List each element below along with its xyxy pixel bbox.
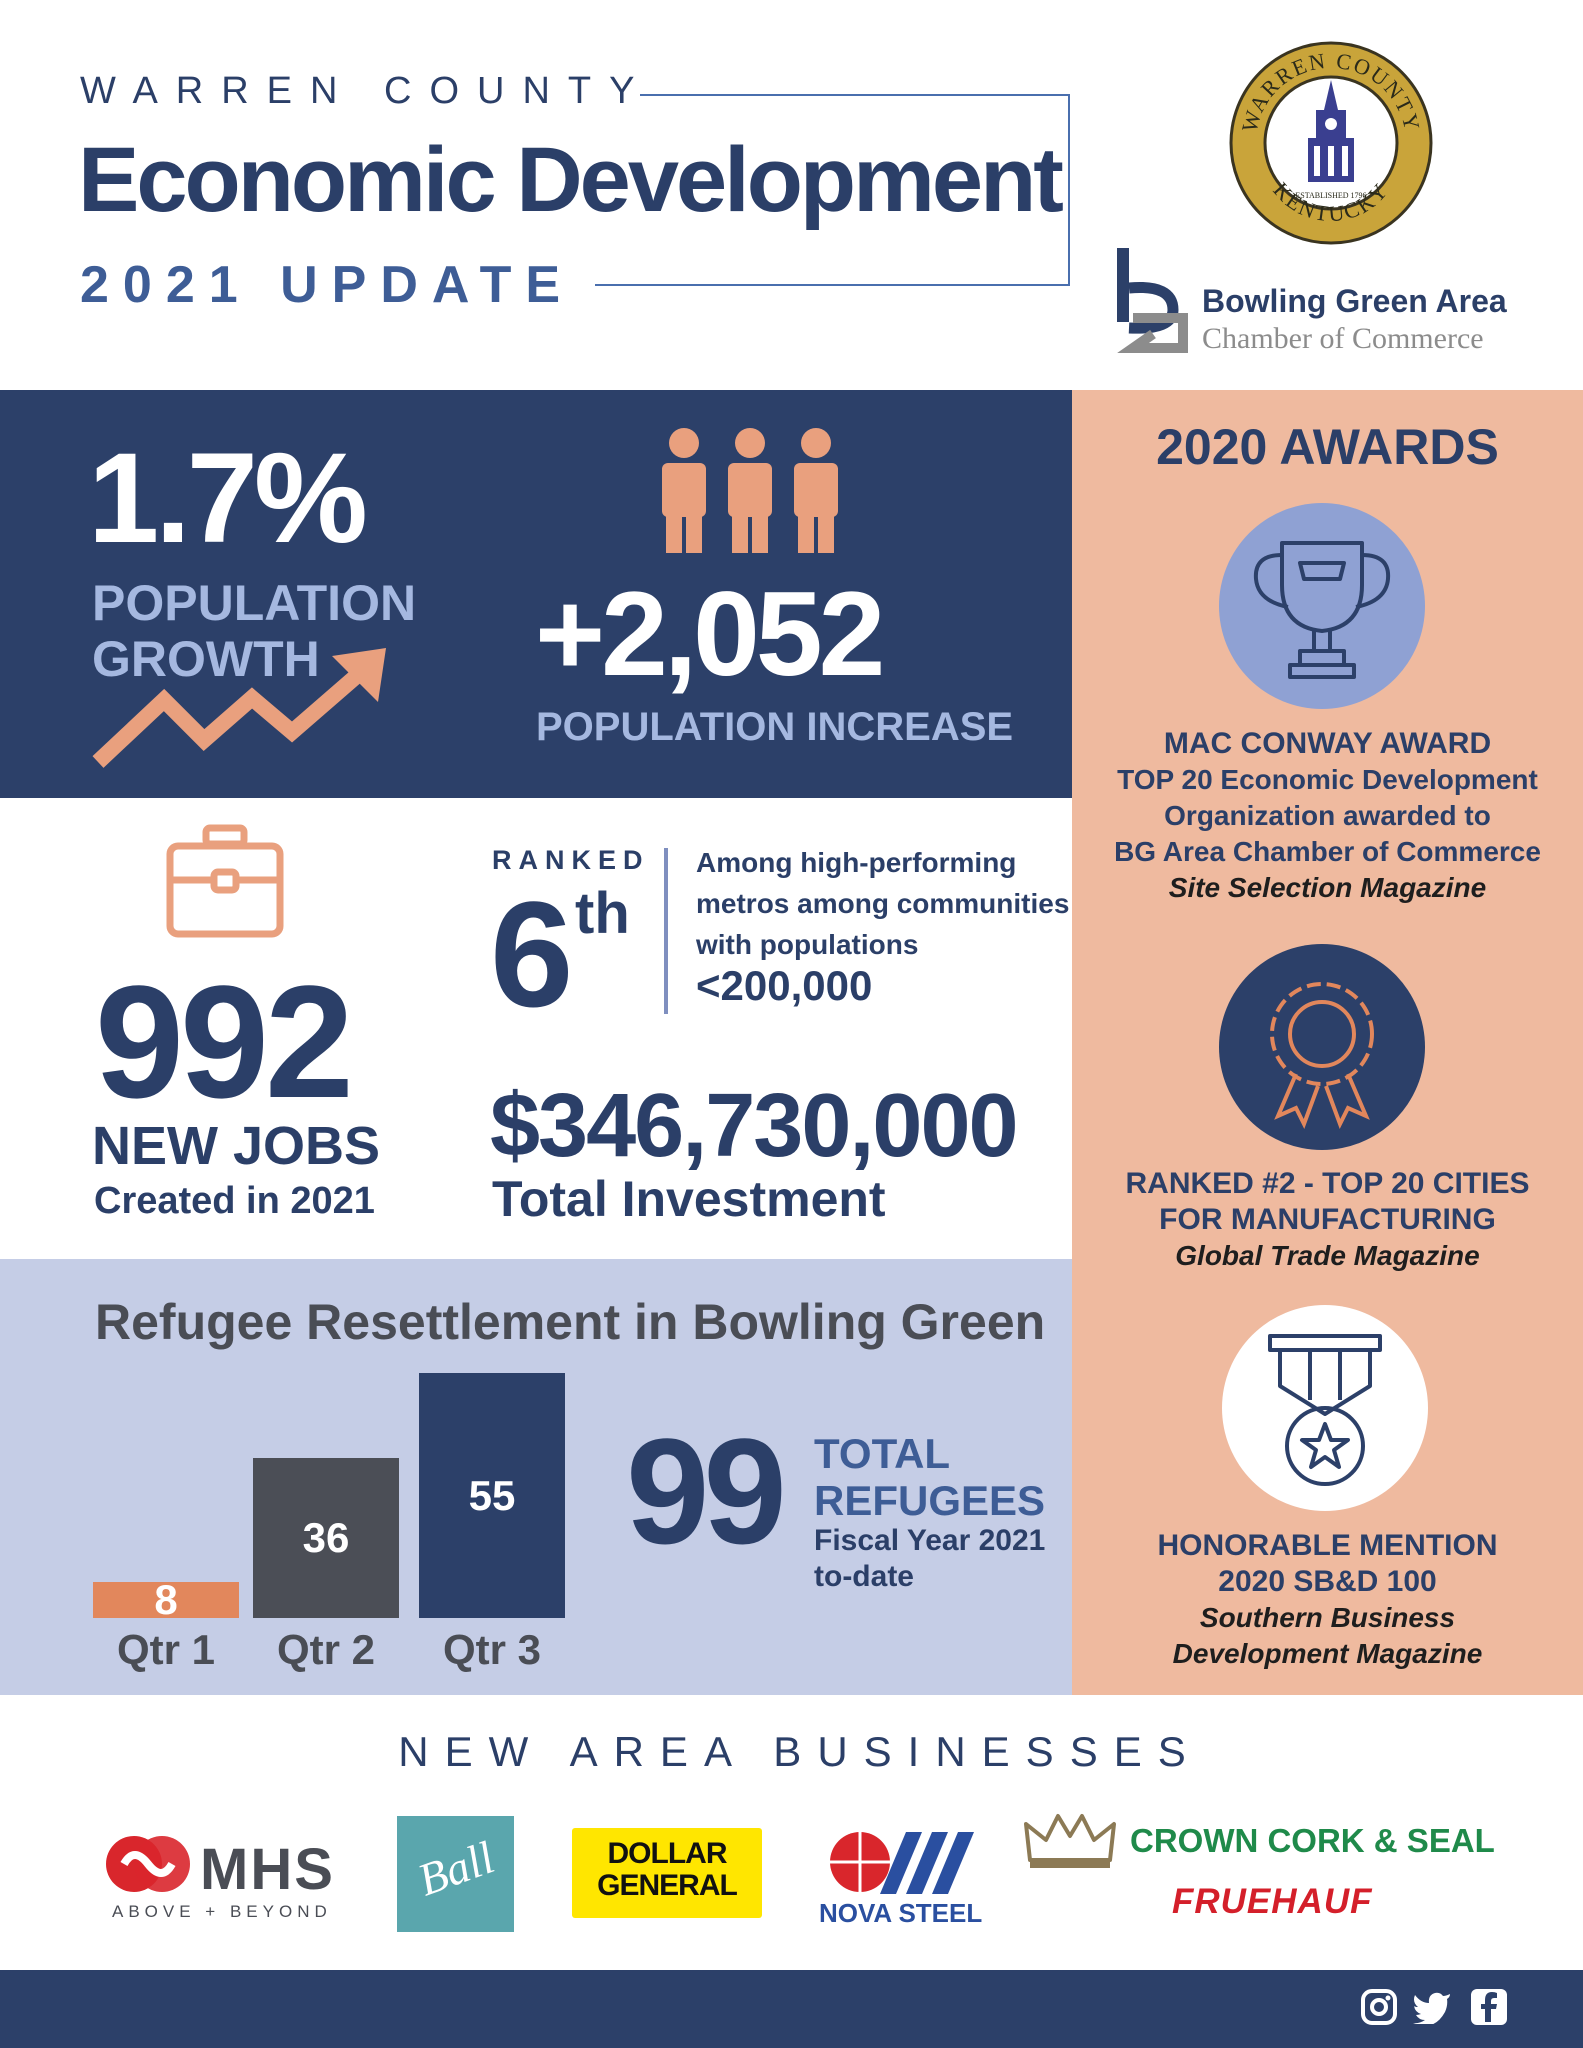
rank-suffix: th bbox=[575, 881, 630, 946]
rank-divider bbox=[664, 848, 668, 1014]
header-frame-line bbox=[640, 94, 1070, 96]
award-2-text: RANKED #2 - TOP 20 CITIES FOR MANUFACTUR… bbox=[1090, 1166, 1565, 1274]
total-refugees-value: 99 bbox=[626, 1407, 787, 1575]
chart-bar-1: 8 bbox=[93, 1576, 239, 1623]
award-1-text: MAC CONWAY AWARD TOP 20 Economic Develop… bbox=[1090, 726, 1565, 906]
seal-established-text: ESTABLISHED 1796 bbox=[1295, 191, 1366, 200]
population-increase-label: POPULATION INCREASE bbox=[536, 705, 1014, 749]
award-2-source: Global Trade Magazine bbox=[1175, 1240, 1480, 1271]
award-3-source: Southern Business bbox=[1199, 1602, 1456, 1633]
rank-population-threshold: <200,000 bbox=[696, 962, 873, 1009]
crown-cork-seal-logo-text: CROWN CORK & SEAL bbox=[1130, 1822, 1495, 1859]
award-3-title: HONORABLE MENTION bbox=[1157, 1529, 1498, 1562]
dg-line: DOLLAR bbox=[607, 1837, 728, 1870]
fiscal-line: to-date bbox=[814, 1560, 914, 1593]
rosette-icon bbox=[1270, 982, 1374, 1130]
population-growth-label: POPULATION GROWTH bbox=[92, 575, 417, 687]
new-jobs-sub: Created in 2021 bbox=[94, 1180, 375, 1222]
total-label-line: TOTAL bbox=[814, 1430, 951, 1477]
mhs-logo-text: MHS bbox=[200, 1837, 335, 1902]
chart-category-label: Qtr 3 bbox=[442, 1626, 542, 1673]
chart-bar-value-label: 55 bbox=[468, 1471, 516, 1519]
trophy-icon bbox=[1253, 541, 1391, 679]
refugee-title: Refugee Resettlement in Bowling Green bbox=[95, 1294, 1046, 1350]
twitter-icon[interactable] bbox=[1412, 1990, 1452, 2024]
award-circle bbox=[1219, 503, 1425, 709]
chart-category-label: Qtr 2 bbox=[276, 1626, 376, 1673]
chart-category-label: Qtr 1 bbox=[116, 1626, 216, 1673]
award-1-line: TOP 20 Economic Development bbox=[1117, 764, 1538, 795]
chart-bar-2: 36 bbox=[253, 1458, 399, 1618]
fiscal-line: Fiscal Year 2021 bbox=[814, 1524, 1046, 1557]
ranked-label: RANKED bbox=[492, 845, 650, 875]
dollar-general-logo bbox=[572, 1828, 762, 1918]
total-refugees-label: TOTAL REFUGEES bbox=[814, 1430, 1045, 1524]
award-2-line: FOR MANUFACTURING bbox=[1159, 1203, 1496, 1236]
dollar-general-logo-text: DOLLAR GENERAL bbox=[572, 1838, 762, 1902]
award-2-title: RANKED #2 - TOP 20 CITIES bbox=[1125, 1167, 1530, 1200]
chart-bar-value-label: 36 bbox=[302, 1514, 350, 1561]
header-frame-line bbox=[595, 284, 1070, 286]
trend-up-arrow-icon bbox=[92, 648, 386, 768]
award-3-source: Development Magazine bbox=[1172, 1638, 1483, 1669]
rank-value: 6 bbox=[490, 870, 573, 1038]
award-1-line: Organization awarded to bbox=[1164, 800, 1491, 831]
chart-bar-3: 55 bbox=[419, 1373, 565, 1618]
county-heading: WARREN COUNTY bbox=[80, 70, 653, 112]
crown-icon bbox=[1024, 1814, 1116, 1868]
businesses-title: NEW AREA BUSINESSES bbox=[398, 1728, 1202, 1775]
investment-value: $346,730,000 bbox=[490, 1076, 1019, 1176]
mhs-logo-icon bbox=[106, 1836, 190, 1892]
fiscal-year-label: Fiscal Year 2021 to-date bbox=[814, 1523, 1045, 1595]
nova-steel-logo-icon bbox=[830, 1832, 974, 1894]
facebook-icon[interactable] bbox=[1470, 1988, 1508, 2026]
header-frame-line bbox=[1068, 94, 1070, 286]
warren-county-seal-logo: WARREN COUNTY KENTUCKY ESTABLISHED 1796 bbox=[1229, 41, 1433, 245]
chamber-subtitle: Chamber of Commerce bbox=[1202, 322, 1484, 355]
new-jobs-label: NEW JOBS bbox=[92, 1116, 381, 1176]
award-3-text: HONORABLE MENTION 2020 SB&D 100 Southern… bbox=[1090, 1528, 1565, 1672]
population-increase-value: +2,052 bbox=[535, 567, 885, 701]
instagram-icon[interactable] bbox=[1360, 1988, 1398, 2026]
award-1-source: Site Selection Magazine bbox=[1168, 872, 1487, 903]
ball-logo bbox=[397, 1816, 514, 1932]
briefcase-icon bbox=[166, 824, 284, 938]
mhs-tagline: ABOVE + BEYOND bbox=[112, 1902, 332, 1921]
dg-line: GENERAL bbox=[597, 1869, 738, 1902]
chamber-bg-logo bbox=[1117, 248, 1188, 353]
new-jobs-value: 992 bbox=[95, 952, 354, 1131]
investment-label: Total Investment bbox=[492, 1171, 886, 1227]
fruehauf-logo-text: FRUEHAUF bbox=[1172, 1882, 1373, 1921]
award-1-line: BG Area Chamber of Commerce bbox=[1114, 836, 1541, 867]
medal-icon bbox=[1268, 1334, 1382, 1486]
rank-description: Among high-performing metros among commu… bbox=[696, 847, 1070, 960]
chamber-name: Bowling Green Area bbox=[1202, 283, 1507, 319]
total-label-line: REFUGEES bbox=[814, 1477, 1046, 1524]
award-1-title: MAC CONWAY AWARD bbox=[1163, 727, 1492, 760]
people-group-icon bbox=[662, 428, 838, 553]
update-subtitle: 2021 UPDATE bbox=[80, 256, 575, 314]
award-3-line: 2020 SB&D 100 bbox=[1218, 1565, 1437, 1598]
population-panel bbox=[0, 390, 1072, 798]
page-title: Economic Development bbox=[78, 129, 1064, 231]
awards-title: 2020 AWARDS bbox=[1156, 419, 1499, 475]
footer-bar bbox=[0, 1970, 1583, 2048]
nova-steel-logo-text: NOVA STEEL bbox=[819, 1898, 983, 1928]
population-growth-value: 1.7% bbox=[88, 427, 368, 570]
chart-bar-value-label: 8 bbox=[154, 1576, 178, 1623]
award-circle bbox=[1219, 944, 1425, 1150]
